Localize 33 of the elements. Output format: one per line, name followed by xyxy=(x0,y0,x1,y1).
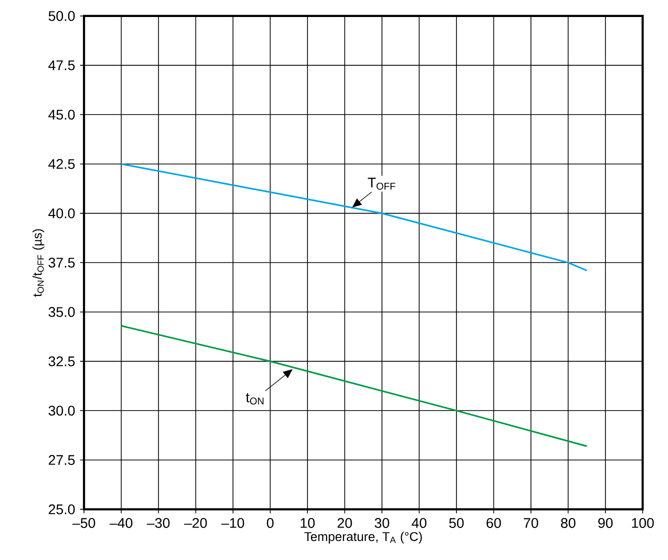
x-tick-label: 20 xyxy=(338,518,352,528)
x-tick-label: –30 xyxy=(146,518,170,528)
x-axis-title: Temperature, T$_{A}$ (°C) xyxy=(304,532,422,544)
x-tick-label: 80 xyxy=(560,518,576,528)
y-tick-label: 32.5 xyxy=(48,356,75,366)
y-tick-label: 42.5 xyxy=(48,159,75,169)
annotation: T$_{OFF}$ xyxy=(368,178,396,190)
x-tick-label: 30 xyxy=(374,518,390,528)
x-tick-label: –20 xyxy=(184,518,207,528)
x-tick-label: 90 xyxy=(598,518,613,528)
y-tick-label: 37.5 xyxy=(48,258,75,268)
x-tick-label: 40 xyxy=(412,518,426,528)
y-tick-label: 45.0 xyxy=(48,110,75,120)
y-tick-label: 50.0 xyxy=(48,11,75,21)
y-tick-label: 27.5 xyxy=(48,455,75,465)
x-tick-label: 10 xyxy=(300,518,315,528)
x-tick-label: 70 xyxy=(524,518,538,528)
x-tick-label: –40 xyxy=(110,518,132,528)
line-series xyxy=(120,163,588,272)
x-tick-label: –10 xyxy=(221,518,244,528)
x-tick-label: 100 xyxy=(632,518,654,528)
x-tick-label: 0 xyxy=(266,518,274,528)
x-tick-label: 60 xyxy=(486,518,501,528)
y-tick-label: 35.0 xyxy=(48,307,75,317)
x-tick-label: 50 xyxy=(449,518,464,528)
y-tick-label: 40.0 xyxy=(48,208,75,218)
y-tick-label: 30.0 xyxy=(48,406,75,416)
y-tick-label: 25.0 xyxy=(48,504,75,514)
y-axis-title: t$_{ON}$/t$_{OFF}$ (µs) xyxy=(32,229,44,297)
y-tick-label: 47.5 xyxy=(48,60,75,70)
line-series xyxy=(120,325,588,447)
annotation: t$_{ON}$ xyxy=(246,393,264,404)
x-tick-label: –50 xyxy=(72,518,96,528)
